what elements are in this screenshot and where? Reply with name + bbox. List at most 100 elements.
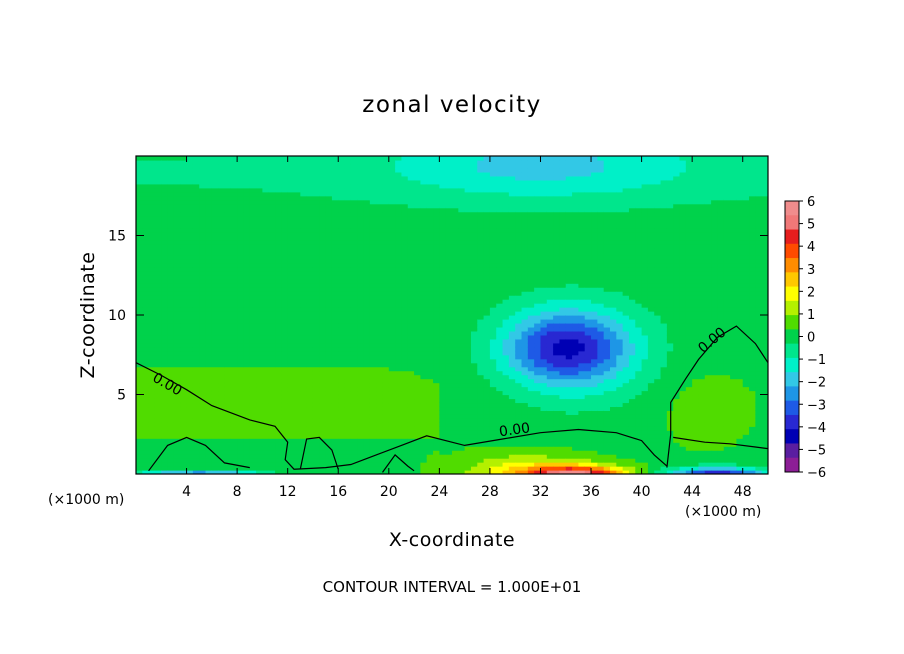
field-cell: [186, 402, 194, 408]
field-cell: [256, 167, 263, 173]
field-cell: [420, 251, 428, 256]
field-cell: [230, 303, 238, 308]
field-cell: [388, 259, 396, 264]
field-cell: [281, 390, 289, 396]
field-cell: [357, 299, 365, 304]
field-cell: [382, 450, 390, 455]
field-cell: [395, 430, 403, 435]
field-cell: [180, 267, 188, 272]
field-cell: [369, 366, 377, 372]
field-cell: [414, 442, 421, 447]
field-cell: [287, 263, 295, 268]
field-cell: [502, 354, 510, 360]
field-cell: [338, 235, 346, 241]
field-cell: [489, 354, 497, 360]
field-cell: [249, 283, 257, 288]
field-cell: [173, 402, 181, 408]
field-cell: [344, 191, 352, 197]
field-cell: [312, 426, 320, 431]
field-cell: [483, 251, 491, 256]
field-cell: [376, 450, 384, 455]
field-cell: [338, 287, 346, 292]
field-cell: [300, 307, 308, 312]
field-cell: [452, 322, 459, 328]
field-cell: [249, 458, 257, 463]
field-cell: [186, 179, 194, 185]
field-cell: [173, 450, 181, 455]
field-cell: [268, 223, 276, 229]
field-cell: [275, 167, 282, 173]
field-cell: [363, 334, 371, 340]
field-cell: [521, 366, 529, 372]
field-cell: [312, 175, 320, 181]
field-cell: [275, 334, 282, 340]
field-cell: [338, 303, 346, 308]
field-cell: [256, 171, 263, 177]
field-cell: [357, 307, 365, 312]
field-cell: [420, 386, 428, 392]
field-cell: [300, 342, 308, 348]
field-cell: [218, 354, 226, 360]
field-cell: [445, 366, 453, 372]
field-cell: [496, 263, 504, 268]
field-cell: [211, 398, 219, 404]
field-cell: [243, 203, 251, 209]
field-cell: [357, 223, 365, 229]
field-cell: [211, 295, 219, 300]
field-cell: [237, 470, 245, 474]
field-cell: [363, 231, 371, 237]
field-cell: [294, 215, 301, 221]
field-cell: [243, 330, 251, 336]
field-cell: [452, 315, 459, 320]
field-cell: [452, 410, 459, 415]
field-cell: [382, 219, 390, 225]
field-cell: [180, 470, 188, 474]
field-cell: [180, 163, 188, 169]
field-cell: [262, 342, 270, 348]
field-cell: [211, 362, 219, 368]
field-cell: [268, 362, 276, 368]
field-cell: [401, 402, 409, 408]
field-cell: [464, 219, 472, 225]
field-cell: [470, 430, 478, 435]
field-cell: [268, 378, 276, 384]
field-cell: [218, 231, 226, 237]
field-cell: [306, 402, 314, 408]
field-cell: [331, 295, 339, 300]
field-cell: [192, 470, 200, 474]
field-cell: [237, 438, 245, 443]
field-cell: [262, 187, 270, 193]
field-cell: [395, 390, 403, 396]
field-cell: [312, 318, 320, 324]
field-cell: [256, 307, 263, 312]
field-cell: [452, 259, 459, 264]
field-cell: [173, 398, 181, 404]
field-cell: [508, 247, 516, 252]
field-cell: [452, 287, 459, 292]
field-cell: [325, 187, 333, 193]
field-cell: [199, 251, 207, 256]
field-cell: [249, 187, 257, 193]
field-cell: [414, 422, 421, 427]
field-cell: [470, 215, 478, 221]
field-cell: [167, 346, 175, 352]
field-cell: [199, 386, 207, 392]
field-cell: [496, 283, 504, 288]
field-cell: [489, 318, 497, 324]
field-cell: [439, 466, 447, 471]
field-cell: [395, 394, 403, 400]
field-cell: [312, 259, 320, 264]
field-cell: [527, 354, 535, 360]
field-cell: [237, 338, 245, 344]
field-cell: [350, 342, 358, 348]
field-cell: [477, 466, 485, 471]
field-cell: [439, 426, 447, 431]
field-cell: [256, 398, 263, 404]
field-cell: [489, 406, 497, 411]
field-cell: [508, 414, 516, 419]
field-cell: [527, 406, 535, 411]
field-cell: [262, 370, 270, 376]
field-cell: [496, 191, 504, 197]
field-cell: [281, 239, 289, 245]
field-cell: [148, 462, 156, 467]
